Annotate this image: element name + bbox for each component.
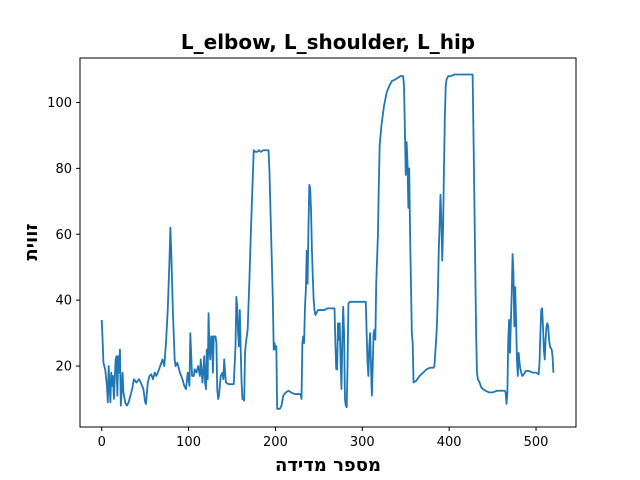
x-tick-label: 100 [176, 435, 201, 450]
chart-title: L_elbow, L_shoulder, L_hip [181, 30, 475, 54]
y-axis-label: זווית [21, 223, 42, 260]
x-axis-label: מספר מדידה [275, 455, 381, 476]
x-tick-label: 400 [437, 435, 462, 450]
y-tick-label: 100 [47, 96, 72, 111]
plot-frame [79, 57, 577, 428]
series-line-0 [100, 73, 555, 410]
y-tick-label: 20 [55, 360, 72, 375]
x-tick-label: 300 [350, 435, 375, 450]
x-tick-label: 200 [263, 435, 288, 450]
x-tick-label: 0 [98, 435, 106, 450]
y-tick-label: 40 [55, 294, 72, 309]
y-tick-label: 60 [55, 228, 72, 243]
x-tick-label: 500 [524, 435, 549, 450]
y-tick-label: 80 [55, 162, 72, 177]
y-axis: 20 40 60 80 100 [47, 96, 80, 375]
x-axis: 0 100 200 300 400 500 [98, 427, 549, 450]
plot-content [100, 73, 555, 410]
